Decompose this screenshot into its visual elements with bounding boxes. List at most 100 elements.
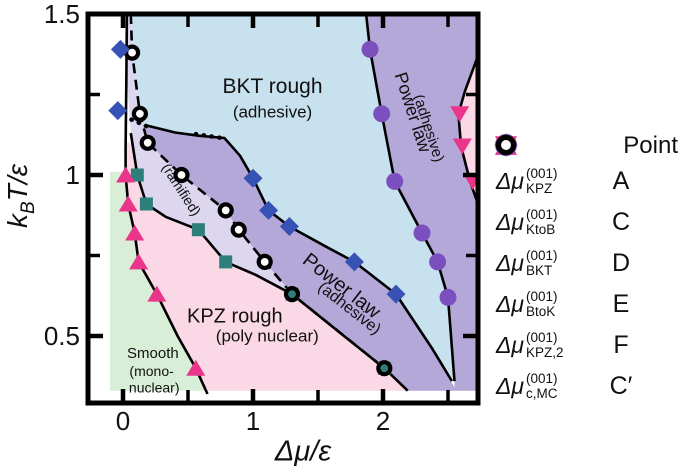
legend-label: Δμ (001) KPZ,2 — [496, 330, 598, 360]
region-label: Smooth — [127, 345, 179, 362]
plot-area: BKT rough(adhesive)(ramified)Power law(a… — [108, 14, 478, 396]
region-label: nuclear) — [129, 380, 180, 396]
legend-label-sup: (001) — [526, 289, 558, 305]
legend-label-scripts: (001) BtoK — [526, 289, 558, 319]
legend-label-symbol: Δμ — [496, 168, 525, 194]
legend-label-symbol: Δμ — [496, 291, 525, 317]
legend-point-letter: D — [611, 249, 631, 277]
region-label: BKT rough — [222, 75, 322, 98]
data-point-circle — [373, 105, 391, 123]
data-point-circle — [439, 288, 457, 306]
legend-label-sub: KPZ,2 — [526, 344, 564, 360]
data-point-square — [130, 168, 144, 182]
series-kpz2 — [450, 106, 478, 190]
legend-label-symbol: Δμ — [496, 250, 525, 276]
legend-row-e: Δμ (001) BtoK E — [492, 133, 684, 325]
legend-label-sub: BKT — [526, 262, 553, 278]
region-kpz-rough-polynuclear — [125, 142, 408, 391]
legend-point-letter: A — [612, 167, 630, 195]
boundary-bkt-dots-1 — [129, 117, 149, 129]
data-point-triangle-up — [118, 195, 138, 212]
y-tick-label: 1 — [66, 160, 80, 190]
region-label: KPZ rough — [187, 306, 283, 328]
legend-label: Δμ (001) c,MC — [496, 371, 598, 401]
data-point-open-circle — [131, 105, 148, 122]
data-point-diamond — [386, 284, 406, 304]
region-bkt-rough-adhesive — [130, 14, 455, 382]
data-point-triangle-down — [450, 106, 470, 123]
data-point-triangle-up — [186, 359, 206, 376]
legend-label-sup: (001) — [526, 166, 558, 182]
legend-label-sup: (001) — [526, 207, 558, 223]
legend-label-sup: (001) — [526, 330, 558, 346]
legend-label-sub: KtoB — [526, 221, 556, 237]
data-point-triangle-down — [463, 173, 478, 190]
boundary-mc-line — [129, 14, 386, 370]
data-point-open-circle — [256, 253, 273, 270]
region-powerlaw-adhesive-mid — [132, 113, 455, 391]
legend-label-sub: c,MC — [526, 385, 558, 401]
y-axis-title: kBT/ε — [2, 164, 39, 228]
legend-label-scripts: (001) KtoB — [526, 207, 558, 237]
data-point-triangle-down — [452, 138, 472, 155]
data-point-diamond — [108, 101, 128, 121]
data-point-open-circle — [283, 286, 301, 303]
data-point-square — [219, 255, 233, 269]
legend-label-sup: (001) — [526, 371, 558, 387]
series-btok — [361, 40, 457, 306]
data-point-triangle-up — [129, 253, 149, 270]
legend-row-d: Δμ (001) BKT D — [492, 133, 684, 284]
data-point-open-circle — [139, 134, 156, 151]
region-label: (adhesive) — [233, 103, 312, 122]
legend-row-c: Δμ (001) KtoB C — [492, 138, 684, 243]
data-point-circle — [386, 172, 404, 190]
legend-label: Δμ (001) KtoB — [496, 207, 598, 237]
legend-label-symbol: Δμ — [496, 373, 525, 399]
data-point-diamond — [243, 168, 263, 188]
legend-label-scripts: (001) BKT — [526, 248, 558, 278]
y-tick-label: 1.5 — [44, 0, 80, 29]
legend-row-c-prime: Δμ (001) c,MC C′ — [492, 134, 684, 407]
legend-row-a: Δμ (001) KPZ A — [492, 134, 684, 202]
legend-header: Point — [623, 132, 678, 159]
legend-rows: Δμ (001) KPZ A Δμ (001) KtoB C — [492, 133, 684, 407]
data-point-circle — [429, 253, 447, 271]
legend-label-scripts: (001) KPZ — [526, 166, 558, 196]
x-tick-label: 1 — [246, 406, 260, 436]
data-point-diamond — [110, 39, 130, 59]
legend-label-scripts: (001) KPZ,2 — [526, 330, 564, 360]
legend-label: Δμ (001) BtoK — [496, 289, 598, 319]
legend-label-sub: BtoK — [526, 303, 556, 319]
y-tick-label: 0.5 — [44, 321, 80, 351]
series-mc — [124, 44, 393, 377]
legend-point-letter: C′ — [609, 372, 633, 400]
data-point-open-circle — [376, 360, 393, 377]
legend-label-sub: KPZ — [526, 180, 553, 196]
legend-point-letter: F — [613, 331, 629, 359]
region-label: (poly nuclear) — [216, 327, 319, 346]
legend-row-f: Δμ (001) KPZ,2 F — [492, 136, 684, 366]
data-point-triangle-up — [125, 224, 145, 241]
legend-point-letter: E — [612, 290, 630, 318]
data-point-circle — [361, 40, 379, 58]
legend-label-symbol: Δμ — [496, 332, 525, 358]
data-point-triangle-up — [116, 166, 136, 183]
legend-label: Δμ (001) BKT — [496, 248, 598, 278]
region-label: (mono- — [129, 363, 174, 379]
legend-label-sup: (001) — [526, 248, 558, 264]
series-bkt — [108, 39, 406, 304]
region-smooth-mononuclear — [110, 171, 207, 391]
x-tick-label: 0 — [116, 406, 130, 436]
legend-point-letter: C — [611, 208, 631, 236]
open-circle-icon — [495, 134, 517, 156]
data-point-diamond — [344, 252, 364, 272]
legend-label-symbol: Δμ — [496, 209, 525, 235]
region-powerlaw-ramified — [126, 14, 293, 295]
series-kpz — [116, 166, 206, 376]
legend: Point Δμ (001) KPZ A Δμ (001) KtoB — [492, 131, 684, 407]
data-point-circle — [413, 224, 431, 242]
data-point-open-circle — [217, 202, 234, 219]
legend-label-scripts: (001) c,MC — [526, 371, 558, 401]
